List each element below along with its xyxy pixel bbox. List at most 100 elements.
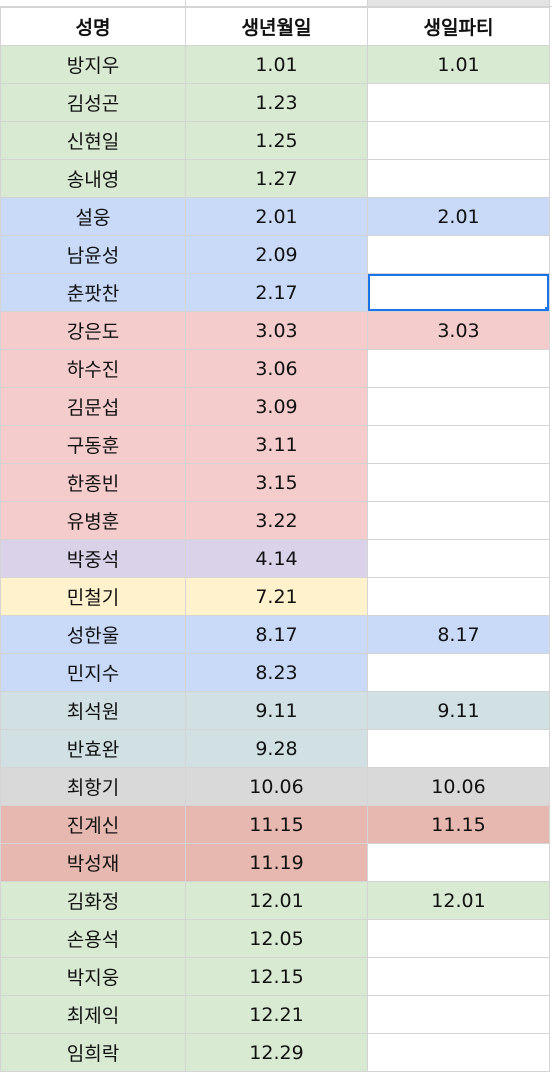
table-row: 춘팟찬 2.17	[0, 273, 550, 312]
cell-party[interactable]	[367, 463, 550, 502]
cell-party[interactable]	[367, 387, 550, 426]
cell-birthdate[interactable]: 12.29	[185, 1033, 368, 1072]
cell-birthdate[interactable]: 3.06	[185, 349, 368, 388]
cell-name[interactable]: 진계신	[0, 805, 186, 844]
cell-birthdate[interactable]: 11.19	[185, 843, 368, 882]
header-row: 성명 생년월일 생일파티	[0, 7, 550, 46]
cell-party[interactable]	[367, 1033, 550, 1072]
cell-party[interactable]: 11.15	[367, 805, 550, 844]
cell-birthdate[interactable]: 1.23	[185, 83, 368, 122]
cell-birthdate[interactable]: 9.11	[185, 691, 368, 730]
cell-birthdate[interactable]: 12.15	[185, 957, 368, 996]
table-row: 구동훈 3.11	[0, 425, 550, 464]
cell-birthdate[interactable]: 12.21	[185, 995, 368, 1034]
cell-name[interactable]: 박성재	[0, 843, 186, 882]
cell-party[interactable]: 8.17	[367, 615, 550, 654]
cell-party[interactable]	[367, 349, 550, 388]
cell-name[interactable]: 박중석	[0, 539, 186, 578]
cell-party[interactable]: 12.01	[367, 881, 550, 920]
cell-birthdate[interactable]: 4.14	[185, 539, 368, 578]
cell-birthdate[interactable]: 3.03	[185, 311, 368, 350]
header-party[interactable]: 생일파티	[367, 7, 550, 46]
cell-party[interactable]: 10.06	[367, 767, 550, 806]
cell-name[interactable]: 남윤성	[0, 235, 186, 274]
cell-birthdate[interactable]: 2.01	[185, 197, 368, 236]
cell-party[interactable]	[367, 83, 550, 122]
cell-name[interactable]: 하수진	[0, 349, 186, 388]
cell-party[interactable]	[367, 957, 550, 996]
cell-name[interactable]: 민지수	[0, 653, 186, 692]
cell-party[interactable]	[367, 577, 550, 616]
cell-birthdate[interactable]: 3.15	[185, 463, 368, 502]
cell-birthdate[interactable]: 8.17	[185, 615, 368, 654]
cell-name[interactable]: 구동훈	[0, 425, 186, 464]
table-row: 최석원 9.11 9.11	[0, 691, 550, 730]
cell-name[interactable]: 최석원	[0, 691, 186, 730]
column-header-b[interactable]	[186, 0, 368, 6]
cell-birthdate[interactable]: 1.27	[185, 159, 368, 198]
cell-party[interactable]	[367, 235, 550, 274]
cell-party[interactable]	[367, 539, 550, 578]
cell-party[interactable]	[367, 843, 550, 882]
table-row: 민철기 7.21	[0, 577, 550, 616]
cell-birthdate[interactable]: 2.17	[185, 273, 368, 312]
cell-name[interactable]: 유병훈	[0, 501, 186, 540]
cell-party[interactable]	[367, 995, 550, 1034]
cell-name[interactable]: 강은도	[0, 311, 186, 350]
cell-name[interactable]: 박지웅	[0, 957, 186, 996]
cell-name[interactable]: 김성곤	[0, 83, 186, 122]
column-header-a[interactable]	[0, 0, 186, 6]
cell-name[interactable]: 임희락	[0, 1033, 186, 1072]
cell-birthdate[interactable]: 11.15	[185, 805, 368, 844]
cell-party[interactable]	[367, 653, 550, 692]
cell-name[interactable]: 송내영	[0, 159, 186, 198]
cell-name[interactable]: 손용석	[0, 919, 186, 958]
table-row: 반효완 9.28	[0, 729, 550, 768]
cell-name[interactable]: 설웅	[0, 197, 186, 236]
cell-name[interactable]: 민철기	[0, 577, 186, 616]
cell-name[interactable]: 방지우	[0, 45, 186, 84]
cell-party[interactable]	[367, 729, 550, 768]
cell-birthdate[interactable]: 3.09	[185, 387, 368, 426]
header-name[interactable]: 성명	[0, 7, 186, 46]
cell-party[interactable]	[367, 501, 550, 540]
cell-party[interactable]: 2.01	[367, 197, 550, 236]
cell-birthdate[interactable]: 3.22	[185, 501, 368, 540]
cell-party[interactable]	[367, 121, 550, 160]
table-row: 민지수 8.23	[0, 653, 550, 692]
cell-birthdate[interactable]: 2.09	[185, 235, 368, 274]
cell-name[interactable]: 반효완	[0, 729, 186, 768]
cell-party[interactable]: 1.01	[367, 45, 550, 84]
cell-name[interactable]: 신현일	[0, 121, 186, 160]
cell-name[interactable]: 김문섭	[0, 387, 186, 426]
cell-birthdate[interactable]: 7.21	[185, 577, 368, 616]
cell-birthdate[interactable]: 1.01	[185, 45, 368, 84]
cell-party[interactable]	[367, 159, 550, 198]
table-row: 손용석 12.05	[0, 919, 550, 958]
data-grid: 성명 생년월일 생일파티 방지우 1.01 1.01 김성곤 1.23 신현일 1.25 송내…	[0, 7, 550, 1072]
cell-name[interactable]: 최항기	[0, 767, 186, 806]
cell-name[interactable]: 김화정	[0, 881, 186, 920]
cell-birthdate[interactable]: 12.05	[185, 919, 368, 958]
cell-birthdate[interactable]: 3.11	[185, 425, 368, 464]
column-header-c[interactable]	[368, 0, 550, 6]
cell-birthdate[interactable]: 9.28	[185, 729, 368, 768]
cell-birthdate[interactable]: 10.06	[185, 767, 368, 806]
cell-name[interactable]: 최제익	[0, 995, 186, 1034]
table-row: 강은도 3.03 3.03	[0, 311, 550, 350]
cell-birthdate[interactable]: 1.25	[185, 121, 368, 160]
cell-name[interactable]: 한종빈	[0, 463, 186, 502]
table-row: 신현일 1.25	[0, 121, 550, 160]
header-birthdate[interactable]: 생년월일	[185, 7, 368, 46]
cell-party[interactable]: 9.11	[367, 691, 550, 730]
cell-name[interactable]: 춘팟찬	[0, 273, 186, 312]
cell-party[interactable]: 3.03	[367, 311, 550, 350]
active-cell[interactable]	[367, 273, 550, 312]
cell-party[interactable]	[367, 919, 550, 958]
table-row: 김화정 12.01 12.01	[0, 881, 550, 920]
cell-birthdate[interactable]: 12.01	[185, 881, 368, 920]
cell-name[interactable]: 성한울	[0, 615, 186, 654]
cell-party[interactable]	[367, 425, 550, 464]
fill-handle[interactable]	[544, 306, 549, 311]
cell-birthdate[interactable]: 8.23	[185, 653, 368, 692]
